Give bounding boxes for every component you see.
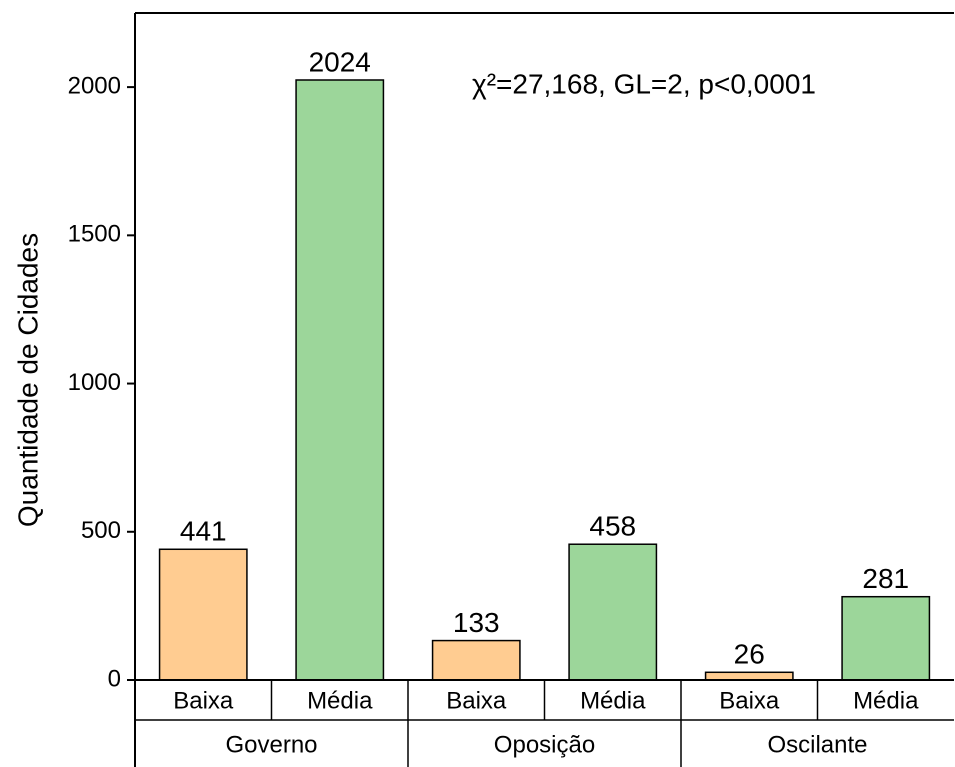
bar: [431, 639, 521, 681]
y-tick-label: 0: [108, 665, 121, 692]
x-subcategory-label: Baixa: [173, 687, 234, 714]
value-label: 26: [734, 639, 765, 670]
x-tick-label: Governo: [225, 731, 317, 758]
x-subcategory-label: Baixa: [719, 687, 780, 714]
x-subcategory-label: Baixa: [446, 687, 507, 714]
value-label: 441: [180, 516, 227, 547]
bar: [568, 543, 658, 681]
y-tick-label: 500: [81, 517, 121, 544]
value-label: 2024: [309, 46, 371, 77]
x-tick-label: Oscilante: [767, 731, 867, 758]
bar: [295, 79, 385, 681]
value-label: 133: [453, 607, 500, 638]
y-tick-label: 2000: [68, 72, 121, 99]
y-tick-label: 1000: [68, 369, 121, 396]
annotation: χ²=27,168, GL=2, p<0,0001: [472, 68, 816, 99]
x-subcategory-label: Média: [307, 687, 373, 714]
x-tick-label: Oposição: [494, 731, 595, 758]
bar: [158, 548, 248, 681]
value-label: 281: [862, 563, 909, 594]
x-subcategory-label: Média: [853, 687, 919, 714]
x-subcategory-label: Média: [580, 687, 646, 714]
bar: [704, 671, 794, 681]
y-axis-label: Quantidade de Cidades: [12, 233, 43, 527]
y-tick-label: 1500: [68, 221, 121, 248]
value-label: 458: [589, 511, 636, 542]
bar: [841, 595, 931, 681]
